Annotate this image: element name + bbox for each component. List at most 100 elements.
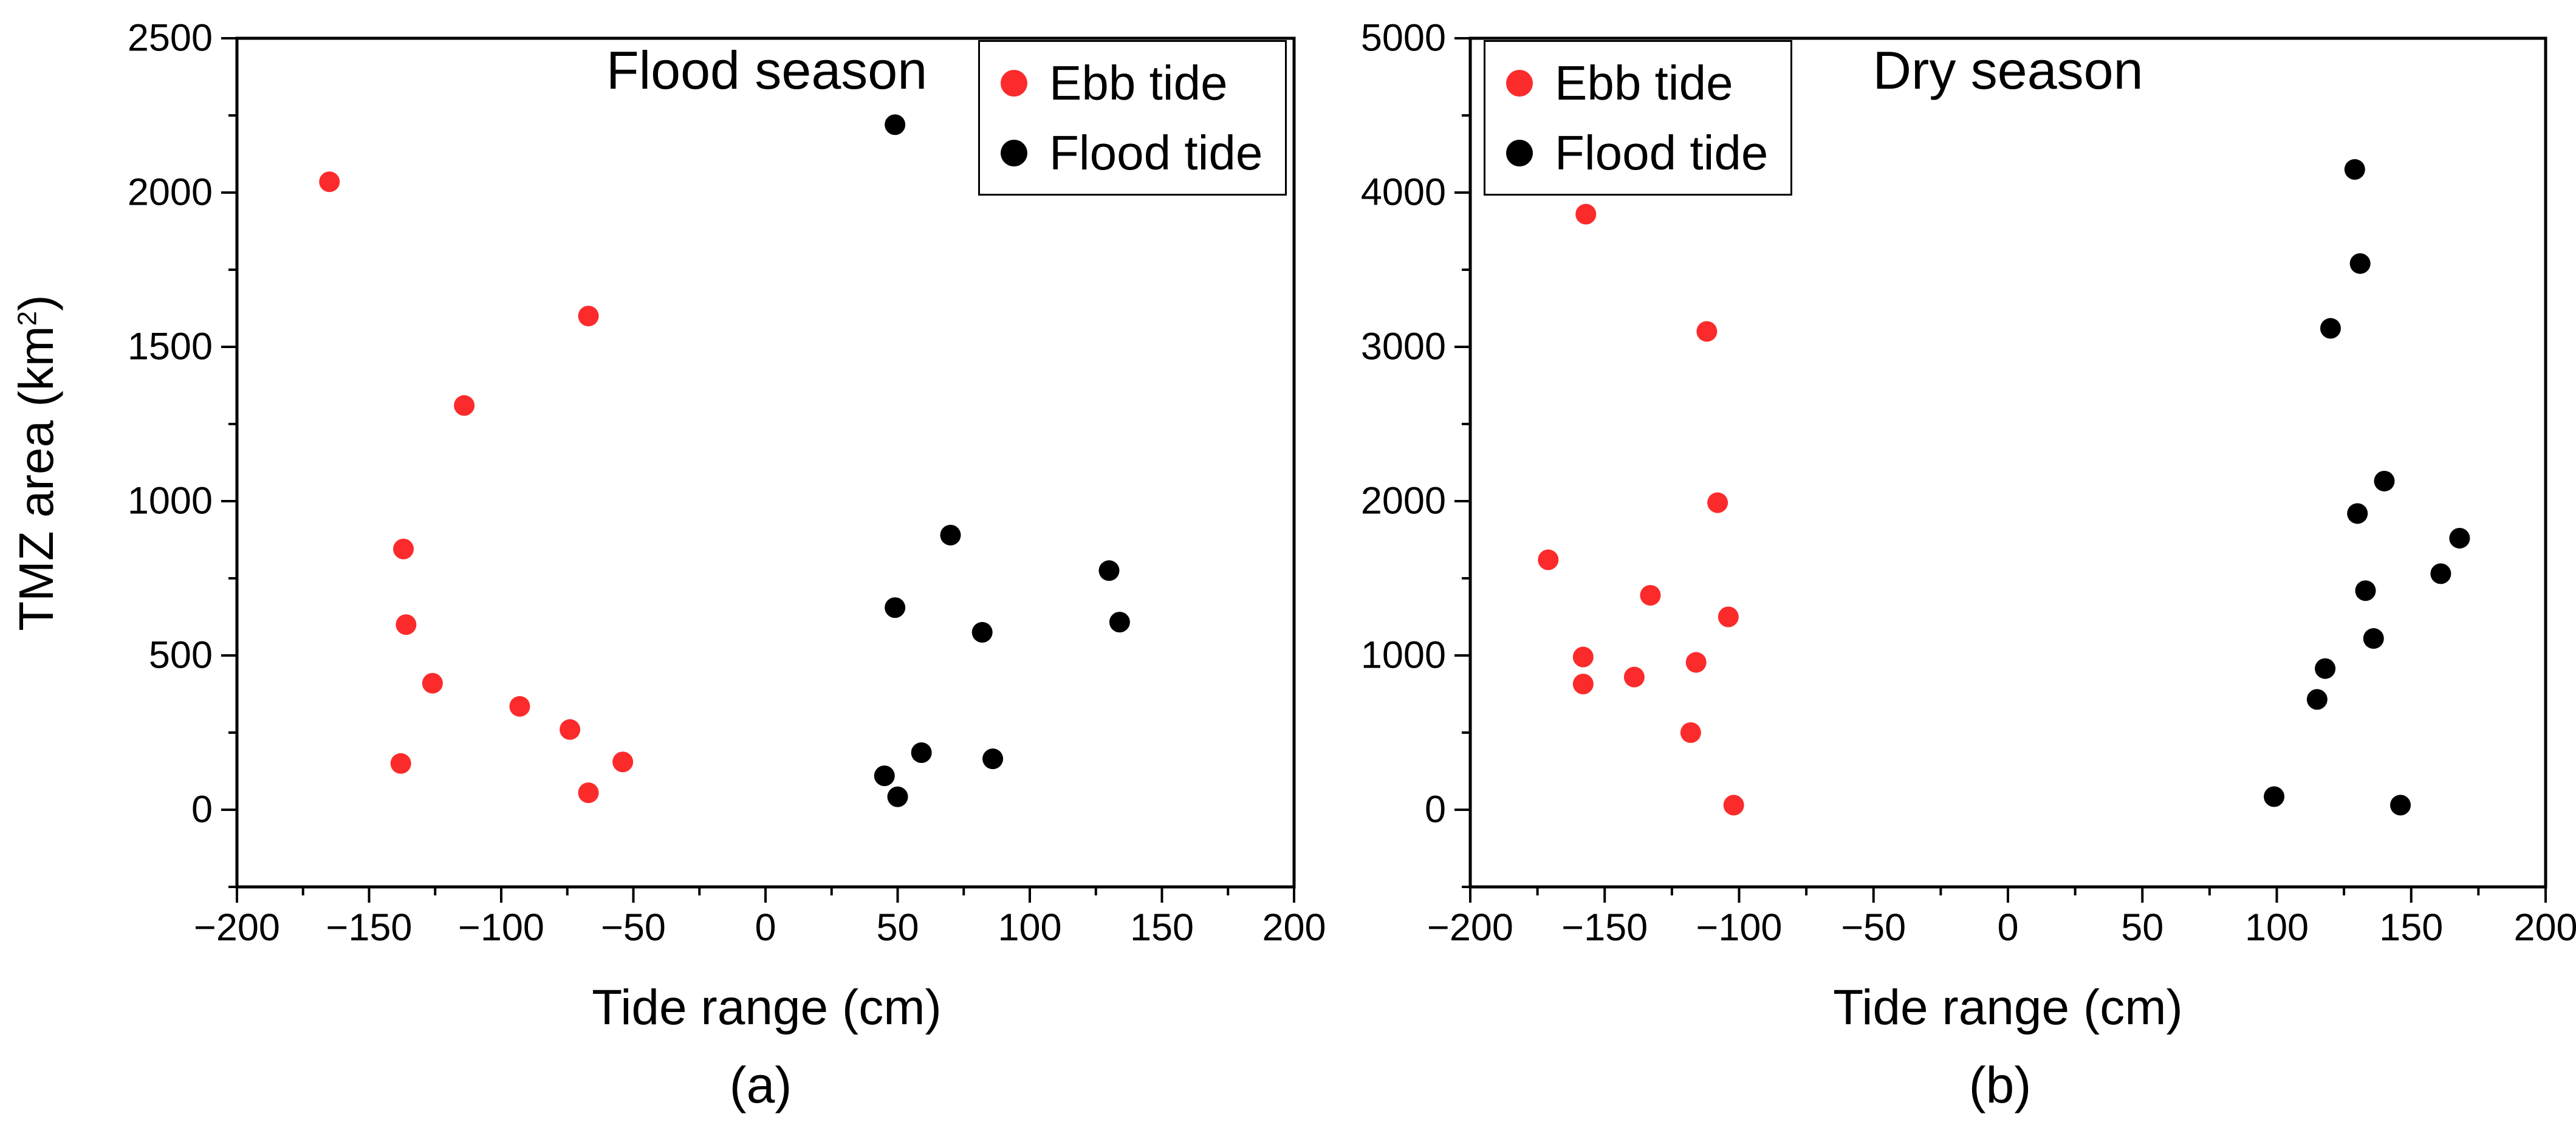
panel-a-title: Flood season: [606, 40, 928, 100]
flood-tide-point: [940, 524, 961, 546]
flood-tide-point: [971, 621, 993, 643]
flood-tide-point: [2374, 470, 2395, 491]
y-axis-title-close: ): [9, 295, 63, 311]
legend-item-ebb-tide: Ebb tide: [1506, 55, 1790, 110]
flood-tide-point: [2363, 628, 2384, 649]
panel-b-y-tick-label: 1000: [1360, 634, 1446, 677]
ebb-tide-point: [1575, 204, 1597, 225]
flood-tide-point: [2320, 318, 2341, 339]
ebb-tide-point: [1572, 673, 1594, 694]
panel-b-legend: Ebb tide Flood tide: [1484, 40, 1792, 196]
ebb-tide-point: [396, 614, 417, 635]
ebb-tide-point: [578, 306, 599, 327]
flood-tide-point: [982, 748, 1004, 770]
panel-b-y-tick-label: 4000: [1360, 171, 1446, 214]
panel-b-x-tick-label: 50: [2121, 906, 2164, 949]
panel-b-x-tick-label: 150: [2379, 906, 2444, 949]
panel-a-x-axis-title: Tide range (cm): [592, 980, 942, 1035]
panel-b-x-tick-label: 0: [1997, 906, 2019, 949]
legend-item-flood-tide: Flood tide: [1001, 125, 1285, 180]
flood-tide-point: [2264, 786, 2285, 807]
flood-tide-marker-icon: [1506, 139, 1533, 166]
ebb-tide-point: [390, 753, 411, 774]
panel-b-y-tick-label: 2000: [1360, 479, 1446, 522]
panel-b-title: Dry season: [1872, 40, 2143, 100]
panel-a-x-tick-label: −50: [601, 906, 666, 949]
panel-a-x-tick-label: −200: [194, 906, 280, 949]
ebb-tide-point: [393, 538, 414, 559]
panel-a-y-tick-label: 2500: [127, 16, 213, 60]
panel-b-x-tick-label: 100: [2244, 906, 2309, 949]
legend-label-ebb-tide: Ebb tide: [1555, 55, 1733, 110]
flood-tide-point: [2306, 689, 2328, 710]
legend-item-flood-tide: Flood tide: [1506, 125, 1790, 180]
panel-a-y-tick-label: 2000: [127, 171, 213, 214]
flood-tide-point: [885, 597, 906, 618]
ebb-tide-point: [1623, 666, 1645, 688]
panel-a-y-tick-label: 0: [191, 788, 213, 831]
ebb-tide-point: [1685, 652, 1707, 673]
ebb-tide-point: [1707, 492, 1728, 513]
ebb-tide-point: [319, 171, 340, 193]
flood-tide-point: [1109, 612, 1130, 633]
legend-label-flood-tide: Flood tide: [1555, 125, 1769, 180]
flood-tide-point: [911, 742, 932, 764]
ebb-tide-point: [1680, 722, 1701, 743]
panel-b-y-tick-label: 3000: [1360, 325, 1446, 368]
ebb-tide-marker-icon: [1506, 69, 1533, 97]
panel-a-legend: Ebb tide Flood tide: [978, 40, 1287, 196]
legend-label-ebb-tide: Ebb tide: [1049, 55, 1228, 110]
ebb-tide-point: [454, 395, 475, 416]
panel-b-x-tick-label: −200: [1427, 906, 1513, 949]
ebb-tide-point: [1718, 606, 1739, 628]
panel-b-x-tick-label: −150: [1561, 906, 1648, 949]
ebb-tide-point: [578, 782, 599, 804]
ebb-tide-point: [1696, 321, 1718, 342]
flood-tide-point: [887, 786, 908, 807]
ebb-tide-marker-icon: [1001, 69, 1027, 97]
panel-a-y-tick-label: 1500: [127, 325, 213, 368]
y-axis-title-superscript: 2: [12, 310, 43, 326]
ebb-tide-point: [1572, 646, 1594, 668]
panel-a-label: (a): [729, 1056, 792, 1113]
panel-b-x-tick-label: 200: [2513, 906, 2576, 949]
panel-b-x-axis-title: Tide range (cm): [1833, 980, 2183, 1035]
panel-a-x-tick-label: 50: [876, 906, 919, 949]
flood-tide-point: [885, 114, 906, 135]
flood-tide-point: [2430, 563, 2451, 584]
flood-tide-point: [2347, 503, 2368, 524]
ebb-tide-point: [560, 719, 581, 740]
panel-b-x-tick-label: −100: [1696, 906, 1783, 949]
panel-a-y-tick-label: 500: [148, 634, 213, 677]
ebb-tide-point: [1640, 584, 1661, 606]
flood-tide-point: [2355, 580, 2376, 601]
ebb-tide-point: [1723, 795, 1744, 816]
panel-b-label: (b): [1968, 1056, 2032, 1113]
flood-tide-point: [2349, 253, 2371, 274]
panel-a-x-tick-label: 150: [1129, 906, 1194, 949]
panel-a-x-tick-label: −100: [458, 906, 544, 949]
panel-a-x-tick-label: −150: [326, 906, 413, 949]
flood-tide-point: [1098, 560, 1120, 581]
ebb-tide-point: [422, 672, 443, 694]
ebb-tide-point: [509, 696, 530, 717]
ebb-tide-point: [1538, 549, 1559, 570]
ebb-tide-point: [612, 751, 634, 773]
flood-tide-point: [2390, 795, 2411, 816]
flood-tide-point: [2315, 658, 2336, 679]
flood-tide-point: [2449, 527, 2470, 549]
panel-a-x-tick-label: 200: [1262, 906, 1326, 949]
y-axis-title-text: TMZ area (km: [9, 326, 63, 631]
panel-b-y-tick-label: 0: [1424, 788, 1446, 831]
flood-tide-marker-icon: [1001, 139, 1027, 166]
panel-b-y-tick-label: 5000: [1360, 16, 1446, 60]
legend-item-ebb-tide: Ebb tide: [1001, 55, 1285, 110]
flood-tide-point: [874, 765, 895, 787]
legend-label-flood-tide: Flood tide: [1049, 125, 1263, 180]
flood-tide-point: [2344, 159, 2365, 180]
panel-a-y-tick-label: 1000: [127, 479, 213, 522]
panel-a-x-tick-label: 0: [755, 906, 776, 949]
panel-b-x-tick-label: −50: [1841, 906, 1906, 949]
